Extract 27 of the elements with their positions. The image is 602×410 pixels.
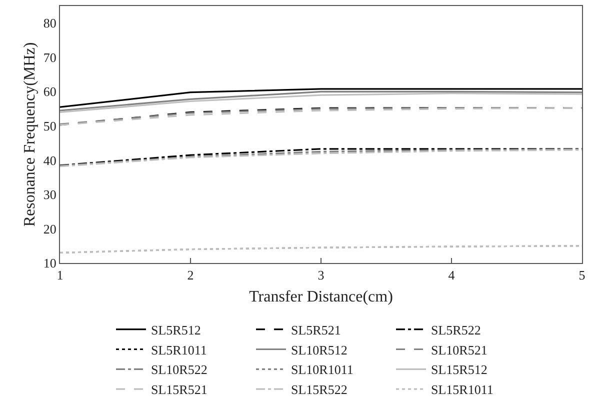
y-axis-title: Resonance Frequency(MHz) — [21, 42, 38, 227]
legend-label: SL10R521 — [431, 342, 488, 358]
legend-label: SL15R1011 — [431, 382, 494, 398]
x-tick-label: 3 — [318, 268, 324, 283]
y-tick-label: 10 — [43, 256, 56, 271]
legend-label: SL10R512 — [291, 342, 348, 358]
y-tick-label: 70 — [43, 50, 56, 65]
y-tick-label: 60 — [43, 84, 56, 100]
legend-label: SL5R512 — [151, 322, 201, 338]
y-tick-label: 40 — [43, 152, 56, 168]
x-tick-label: 2 — [187, 268, 194, 283]
legend-label: SL15R521 — [151, 382, 208, 398]
legend-label: SL10R522 — [151, 362, 208, 378]
legend-label: SL5R522 — [431, 322, 481, 338]
x-tick-label: 4 — [448, 268, 456, 283]
y-tick-label: 20 — [43, 221, 56, 236]
legend-label: SL15R512 — [431, 362, 488, 378]
legend-label: SL15R522 — [291, 382, 348, 398]
y-tick-label: 80 — [43, 16, 56, 31]
legend-label: SL5R1011 — [151, 342, 207, 358]
legend-label: SL10R1011 — [291, 362, 354, 378]
x-tick-label: 1 — [56, 268, 64, 283]
x-axis-title: Transfer Distance(cm) — [249, 288, 393, 306]
x-tick-label: 5 — [578, 268, 586, 283]
y-tick-label: 30 — [43, 187, 56, 202]
y-tick-label: 50 — [43, 118, 56, 134]
legend-label: SL5R521 — [291, 322, 341, 338]
